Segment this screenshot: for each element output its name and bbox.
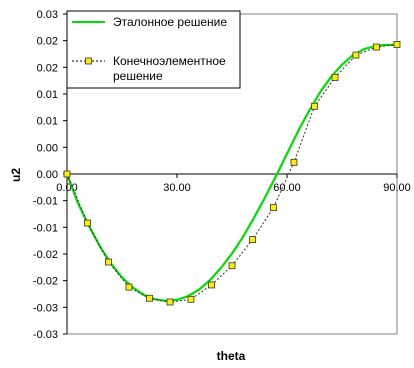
y-tick-label: -0.02 xyxy=(33,276,58,288)
x-tick-label: 90.00 xyxy=(383,182,411,194)
y-tick-label: 0.00 xyxy=(37,142,58,154)
legend-label-fem-line: Конечноэлементное xyxy=(113,54,226,68)
y-tick-label: -0.03 xyxy=(33,302,58,314)
y-axis-label: u2 xyxy=(9,168,23,182)
y-tick-label: -0.02 xyxy=(33,249,58,261)
data-point-fem xyxy=(208,281,215,289)
data-point-fem xyxy=(270,204,277,212)
data-point-fem xyxy=(352,51,360,59)
data-point-fem xyxy=(84,219,91,227)
data-point-fem xyxy=(249,236,256,244)
data-point-fem xyxy=(331,74,339,81)
data-point-fem xyxy=(105,258,112,266)
y-tick-label: 0.01 xyxy=(37,89,58,101)
series-line-reference xyxy=(65,43,397,303)
y-tick-label: 0.02 xyxy=(37,62,58,74)
x-tick-label: 60.00 xyxy=(273,182,301,194)
legend-label-fem: Конечноэлементное решение xyxy=(113,54,226,83)
data-point-fem xyxy=(290,158,298,166)
legend-label-reference: Эталонное решение xyxy=(113,15,227,29)
x-axis-label: theta xyxy=(217,349,246,363)
y-tick-label: -0.03 xyxy=(33,329,58,341)
legend-box xyxy=(66,10,241,89)
y-tick-label: -0.01 xyxy=(33,222,58,234)
y-tick-label: 0.00 xyxy=(37,169,58,181)
data-point-fem xyxy=(146,294,153,302)
y-tick-label: -0.01 xyxy=(33,196,58,208)
data-point-fem xyxy=(311,102,318,110)
legend-label-fem-line: решение xyxy=(113,69,163,83)
y-tick-label: 0.02 xyxy=(37,36,58,48)
data-point-fem xyxy=(393,41,401,48)
data-point-fem xyxy=(228,262,236,270)
legend: Эталонное решение Конечноэлементное решен… xyxy=(66,10,241,89)
data-point-fem xyxy=(166,298,174,306)
axes-layer: 0.03 0.02 0.02 0.01 0.01 0.00 0.00 -0.01 -0.01 -0… xyxy=(33,9,411,341)
y-tick-label: 0.01 xyxy=(37,116,58,128)
data-point-fem xyxy=(63,170,71,178)
y-tick-label: 0.03 xyxy=(37,9,58,21)
legend-marker-fem xyxy=(85,57,92,65)
data-point-fem xyxy=(373,43,380,51)
x-tick-label: 30.00 xyxy=(163,182,191,194)
series-layer xyxy=(63,41,401,306)
data-point-fem xyxy=(187,295,195,303)
data-point-fem xyxy=(125,283,133,291)
